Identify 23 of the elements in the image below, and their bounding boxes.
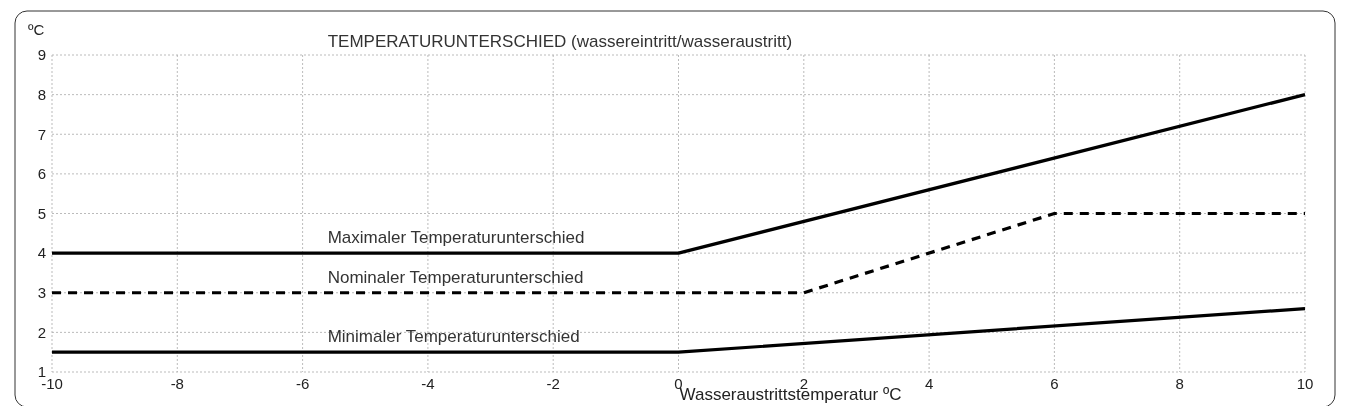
x-tick-label: 4: [924, 375, 934, 392]
y-tick-label: 8: [37, 85, 46, 103]
x-tick-label: 2: [799, 375, 808, 392]
y-tick-label: 3: [37, 284, 46, 301]
x-tick-label: -6: [295, 375, 310, 392]
y-tick-label: 6: [37, 165, 46, 183]
series-label: Nominaler Temperaturunterschied: [327, 267, 584, 287]
x-tick-label: -4: [421, 375, 435, 392]
x-tick-label: 10: [1296, 375, 1314, 392]
y-tick-label: 7: [37, 125, 46, 143]
y-tick-label: 9: [37, 46, 46, 64]
y-axis-title: ºC: [28, 21, 45, 38]
y-tick-label: 4: [37, 244, 46, 262]
x-tick-label: 8: [1175, 375, 1184, 392]
y-tick-label: 1: [37, 363, 46, 381]
x-tick-label: -2: [546, 375, 560, 392]
y-tick-label: 2: [37, 323, 46, 341]
series-label: Maximaler Temperaturunterschied: [327, 228, 585, 248]
x-tick-label: 6: [1050, 375, 1059, 392]
y-tick-label: 5: [37, 204, 46, 222]
series-label: Minimaler Temperaturunterschied: [327, 327, 580, 347]
chart-title: TEMPERATURUNTERSCHIED (wassereintritt/wasseraustritt): [327, 32, 793, 51]
x-tick-label: -8: [170, 375, 184, 392]
